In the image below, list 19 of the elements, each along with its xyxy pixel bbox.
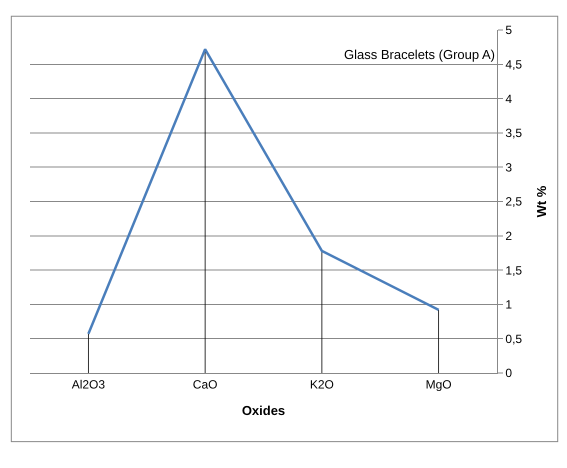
y-tick-label: 4,5 (505, 58, 522, 72)
y-tick-label: 4 (505, 92, 512, 106)
y-tick-label: 2,5 (505, 194, 522, 209)
y-tick-label: 3,5 (505, 126, 522, 140)
line-series (87, 48, 440, 336)
y-tick-label: 5 (505, 23, 512, 38)
x-tick-label: CaO (192, 377, 218, 392)
y-axis-title: Wt % (534, 185, 550, 218)
x-tick-label: K2O (310, 377, 334, 392)
text: Glass Bracelets (Group A) (344, 47, 495, 62)
y-tick-label: 1 (505, 298, 512, 312)
y-tick-label: 0 (505, 366, 512, 380)
x-tick-label: Al2O3 (72, 377, 106, 392)
y-tick-label: 2 (505, 229, 512, 243)
y-tick-label: 0,5 (505, 332, 522, 346)
y-tick-label: 3 (505, 160, 512, 174)
y-tick-label: 1,5 (505, 263, 522, 278)
x-tick-label: MgO (426, 377, 452, 392)
x-axis-title: Oxides (242, 403, 286, 418)
